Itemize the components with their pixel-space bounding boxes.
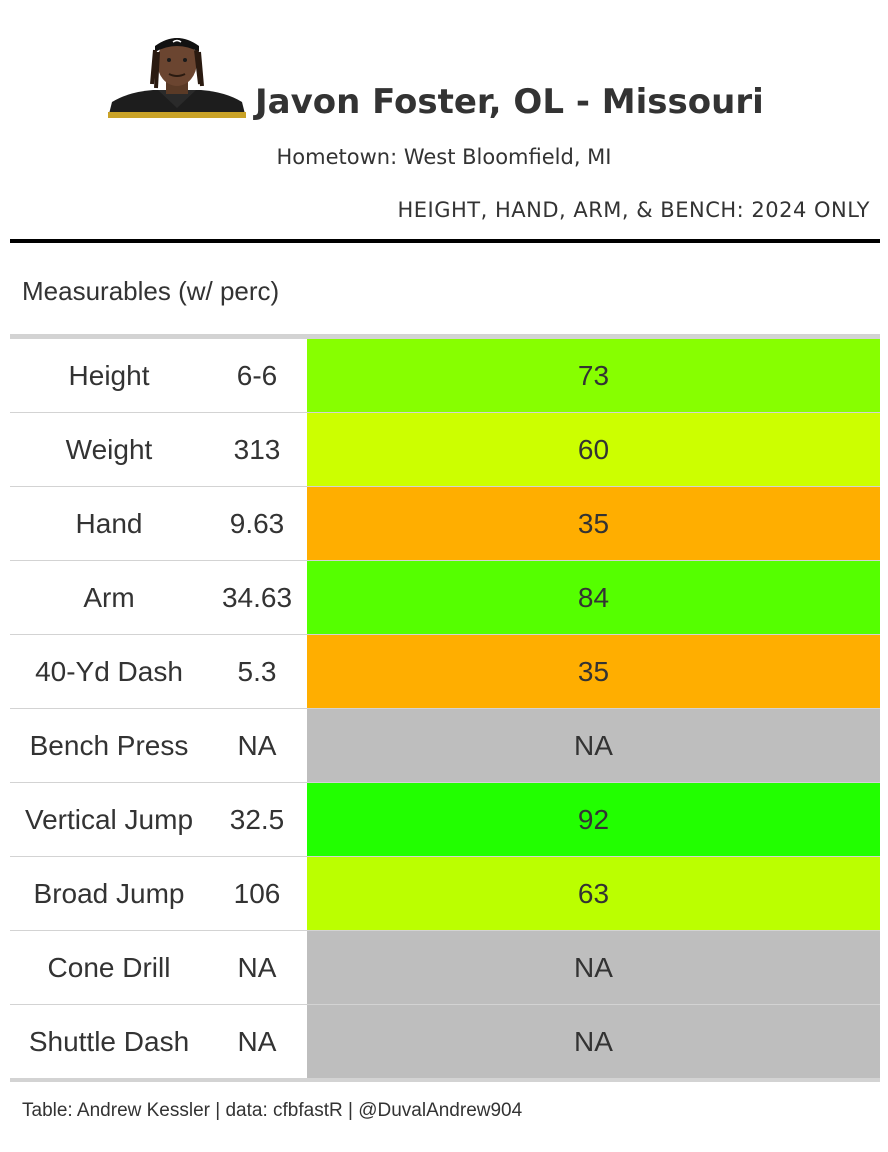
table-bottom-divider [10, 1078, 880, 1082]
measurable-label: Cone Drill [47, 952, 171, 983]
measurable-label: Arm [83, 582, 135, 613]
data-note: HEIGHT, HAND, ARM, & BENCH: 2024 ONLY [397, 198, 870, 222]
column-header-divider [10, 334, 880, 339]
table-header: Javon Foster, OL - Missouri Hometown: We… [0, 0, 888, 240]
table-row: Arm 34.63 84 [10, 561, 880, 635]
percentile-cell: NA [307, 931, 880, 1004]
player-headshot-icon [108, 28, 246, 118]
measurable-value: 9.63 [229, 508, 285, 539]
measurable-value: NA [237, 730, 277, 761]
table-row: Weight 313 60 [10, 413, 880, 487]
measurable-value: 313 [233, 434, 281, 465]
table-row: 40-Yd Dash 5.3 35 [10, 635, 880, 709]
table-row: Hand 9.63 35 [10, 487, 880, 561]
measurable-value: NA [237, 952, 277, 983]
measurable-label: Shuttle Dash [28, 1026, 190, 1057]
measurable-value: NA [237, 1026, 277, 1057]
measurable-value: 106 [233, 878, 281, 909]
percentile-cell: 84 [307, 561, 880, 634]
table-row: Broad Jump 106 63 [10, 857, 880, 931]
table-row: Cone Drill NA NA [10, 931, 880, 1005]
table-row: Shuttle Dash NA NA [10, 1005, 880, 1079]
measurable-value: 5.3 [237, 656, 277, 687]
measurable-label: Height [68, 360, 150, 391]
table-row: Vertical Jump 32.5 92 [10, 783, 880, 857]
measurable-label: Bench Press [29, 730, 189, 761]
measurable-value: 32.5 [229, 804, 285, 835]
table-row: Height 6-6 73 [10, 339, 880, 413]
percentile-cell: 60 [307, 413, 880, 486]
measurable-label: Weight [65, 434, 153, 465]
section-label: Measurables (w/ perc) [22, 276, 280, 306]
measurable-value: 6-6 [236, 360, 278, 391]
header-divider [10, 239, 880, 243]
percentile-cell: 92 [307, 783, 880, 856]
percentile-cell: NA [307, 709, 880, 782]
footer-credit: Table: Andrew Kessler | data: cfbfastR |… [22, 1100, 523, 1121]
percentile-cell: 35 [307, 635, 880, 708]
percentile-cell: 63 [307, 857, 880, 930]
measurable-label: Hand [75, 508, 143, 539]
measurable-label: Vertical Jump [24, 804, 194, 835]
percentile-cell: 35 [307, 487, 880, 560]
measurable-label: Broad Jump [33, 878, 185, 909]
percentile-cell: 73 [307, 339, 880, 412]
hometown-subtitle: Hometown: West Bloomfield, MI [276, 145, 612, 169]
table-row: Bench Press NA NA [10, 709, 880, 783]
measurable-label: 40-Yd Dash [35, 656, 183, 687]
measurables-table: Height 6-6 73 Weight 313 60 Hand 9.63 35 Arm 34.63… [10, 339, 880, 1079]
percentile-cell: NA [307, 1005, 880, 1078]
page-title: Javon Foster, OL - Missouri [255, 82, 764, 122]
measurable-value: 34.63 [221, 582, 293, 613]
